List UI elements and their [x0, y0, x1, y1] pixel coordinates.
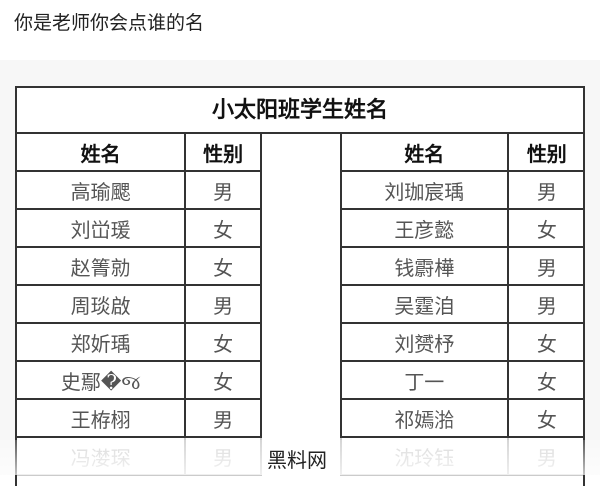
gender-header: 性别	[186, 134, 262, 170]
table-row: 丁一 女	[340, 362, 585, 400]
watermark: 黑料网	[265, 444, 329, 473]
header-row: 姓名 性别	[17, 134, 262, 172]
student-name: 高瑜颸	[17, 172, 187, 208]
student-name: 郑妡瑀	[17, 324, 187, 360]
student-name: 周琰啟	[17, 286, 187, 322]
student-gender: 女	[536, 369, 557, 394]
table-title: 小太阳班学生姓名	[17, 88, 583, 134]
student-name: 史鄢�જ	[17, 362, 187, 398]
table-row: 王栫栩男	[17, 400, 262, 438]
right-column-table: 姓名 性别 刘珈宸瑀男王彦懿女钱霨樺男吴霆洎男刘赟杼女丁一女祁嫣湁女沈玲钰男	[340, 134, 585, 476]
table-row: 刘珈宸瑀 男	[340, 172, 585, 210]
table-row: 赵箐勍女	[17, 248, 262, 286]
student-name: 王栫栩	[17, 400, 187, 436]
header-row: 姓名 性别	[340, 134, 585, 172]
student-gender: 男	[536, 293, 557, 318]
student-name: 赵箐勍	[17, 248, 187, 284]
table-row: 郑妡瑀女	[17, 324, 262, 362]
table-row: 祁嫣湁 女	[340, 400, 585, 438]
name-header: 姓名	[17, 134, 187, 170]
student-name: 王彦懿	[340, 210, 509, 246]
student-name: 刘珈宸瑀	[340, 172, 509, 208]
student-gender: 女	[186, 324, 262, 360]
table-row: 刘赟杼 女	[340, 324, 585, 362]
table-row: 史鄢�જ 女	[17, 362, 262, 400]
table-row: 周琰啟男	[17, 286, 262, 324]
student-name: 钱霨樺	[340, 248, 509, 284]
student-name: 吴霆洎	[340, 286, 509, 322]
table-row: 刘峃瑗女	[17, 210, 262, 248]
table-row: 王彦懿 女	[340, 210, 585, 248]
table-row: 钱霨樺 男	[340, 248, 585, 286]
name-header: 姓名	[340, 134, 509, 170]
student-name-table: 小太阳班学生姓名 姓名 性别 高瑜颸男刘峃瑗女赵箐勍女周琰啟男郑妡瑀女史鄢�જ 女…	[15, 86, 585, 486]
student-gender: 女	[536, 217, 557, 242]
gender-header: 性别	[526, 141, 567, 166]
student-gender: 女	[186, 362, 262, 398]
student-name: 丁一	[340, 362, 509, 398]
student-gender: 男	[186, 172, 262, 208]
table-row: 高瑜颸男	[17, 172, 262, 210]
student-name: 祁嫣湁	[340, 400, 509, 436]
student-gender: 男	[186, 286, 262, 322]
student-gender: 女	[536, 331, 557, 356]
post-question: 你是老师你会点谁的名	[14, 12, 205, 34]
student-gender: 女	[186, 248, 262, 284]
table-row: 吴霆洎 男	[340, 286, 585, 324]
student-gender: 女	[536, 407, 557, 432]
student-name: 刘峃瑗	[17, 210, 187, 246]
student-gender: 男	[536, 255, 557, 280]
student-gender: 男	[186, 400, 262, 436]
student-gender: 女	[186, 210, 262, 246]
student-gender: 男	[536, 179, 557, 204]
student-name: 刘赟杼	[340, 324, 509, 360]
